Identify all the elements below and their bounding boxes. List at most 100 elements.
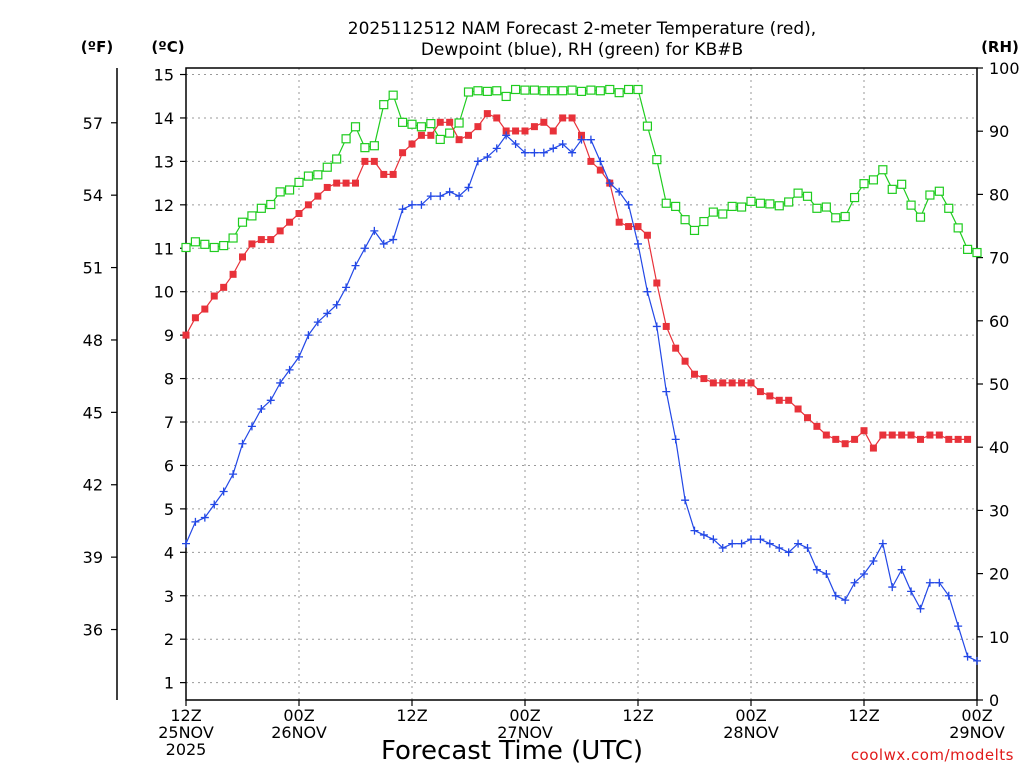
dewpoint-point: [784, 548, 793, 557]
rh-point: [746, 196, 756, 206]
rh-point: [586, 85, 596, 95]
plot-frame: [185, 67, 978, 701]
temperature-point: [907, 431, 915, 439]
dewpoint-point: [812, 565, 821, 574]
fahrenheit-tick-label: 36: [83, 621, 103, 640]
temperature-point: [333, 179, 341, 187]
temperature-point: [747, 379, 755, 387]
x-tick-label: 2025: [166, 740, 207, 759]
rh-point: [539, 86, 549, 96]
fahrenheit-unit-label: (ºF): [81, 38, 113, 56]
rh-point: [859, 179, 869, 189]
temperature-point: [502, 127, 510, 135]
fahrenheit-tick-label: 39: [83, 548, 103, 567]
temperature-point: [530, 123, 538, 131]
dewpoint-point: [860, 570, 868, 579]
temperature-point: [794, 405, 802, 413]
rh-point: [463, 87, 474, 97]
temperature-point: [248, 240, 256, 248]
rh-point: [633, 84, 643, 95]
rh-point: [680, 215, 690, 225]
dewpoint-point: [502, 131, 511, 140]
dewpoint-point: [521, 148, 529, 157]
dewpoint-point: [615, 187, 624, 196]
rh-point: [595, 86, 605, 96]
dewpoint-point: [408, 200, 416, 209]
temperature-point: [417, 131, 425, 139]
rh-point: [736, 202, 747, 212]
dewpoint-point: [182, 539, 190, 548]
temperature-point: [521, 127, 529, 135]
dewpoint-point: [464, 183, 473, 192]
temperature-point: [596, 166, 604, 174]
dewpoint-point: [935, 578, 944, 587]
rh-tick-label: 10: [989, 628, 1009, 647]
rh-tick-label: 60: [989, 312, 1009, 331]
dewpoint-point: [276, 378, 285, 387]
rh-point: [821, 202, 831, 212]
temperature-point: [483, 110, 491, 118]
dewpoint-point: [473, 157, 482, 166]
celsius-tick-label: 6: [164, 456, 174, 475]
dewpoint-point: [888, 583, 897, 592]
temperature-point: [182, 331, 190, 339]
rh-point: [699, 216, 709, 227]
temperature-point: [408, 140, 416, 148]
rh-tick-label: 30: [989, 501, 1009, 520]
grid-lines: [185, 68, 978, 700]
dewpoint-point: [332, 300, 341, 309]
dewpoint-point: [342, 283, 351, 292]
temperature-point: [860, 427, 868, 435]
temperature-point: [295, 210, 303, 218]
dewpoint-point: [671, 435, 680, 444]
rh-point: [256, 203, 266, 213]
rh-point: [294, 177, 304, 187]
dewpoint-point: [313, 318, 322, 327]
temperature-point: [822, 431, 830, 439]
fahrenheit-tick-label: 57: [83, 114, 103, 133]
rh-point: [689, 225, 700, 236]
dewpoint-point: [803, 543, 812, 552]
temperature-point: [709, 379, 717, 387]
temperature-point: [898, 431, 906, 439]
dewpoint-point: [285, 365, 294, 374]
rh-point: [661, 198, 671, 208]
rh-point: [341, 134, 351, 144]
rh-point: [510, 84, 521, 95]
rh-point: [313, 170, 323, 180]
rh-point: [322, 162, 332, 172]
temperature-point: [841, 440, 849, 448]
temperature-point: [587, 157, 595, 165]
temperature-point: [869, 444, 877, 452]
temperature-point: [220, 283, 228, 291]
dewpoint-point: [323, 309, 332, 318]
dewpoint-point: [718, 543, 727, 552]
temperature-point: [286, 218, 294, 226]
fahrenheit-tick-label: 54: [83, 186, 103, 205]
rh-point: [887, 184, 897, 194]
rh-point: [360, 143, 370, 153]
dewpoint-point: [426, 192, 435, 201]
celsius-tick-label: 3: [164, 587, 174, 606]
fahrenheit-tick-label: 45: [83, 403, 103, 422]
dewpoint-point: [831, 591, 840, 600]
temperature-point: [201, 305, 209, 313]
rh-point: [237, 217, 248, 227]
rh-tick-label: 70: [989, 249, 1009, 268]
rh-point: [802, 191, 813, 201]
temperature-point: [766, 392, 774, 400]
temperature-point: [738, 379, 746, 387]
rh-point: [416, 122, 427, 132]
dewpoint-point: [530, 148, 539, 157]
rh-point: [671, 201, 681, 212]
dewpoint-point: [247, 422, 256, 431]
temperature-point: [568, 114, 576, 122]
rh-point: [482, 86, 492, 96]
temperature-point: [210, 292, 218, 300]
dewpoint-point: [417, 200, 426, 209]
rh-unit-label: (RH): [981, 38, 1019, 56]
dewpoint-point: [634, 239, 642, 248]
rh-point: [623, 84, 634, 95]
celsius-tick-label: 15: [154, 66, 174, 85]
temperature-point: [549, 127, 557, 135]
